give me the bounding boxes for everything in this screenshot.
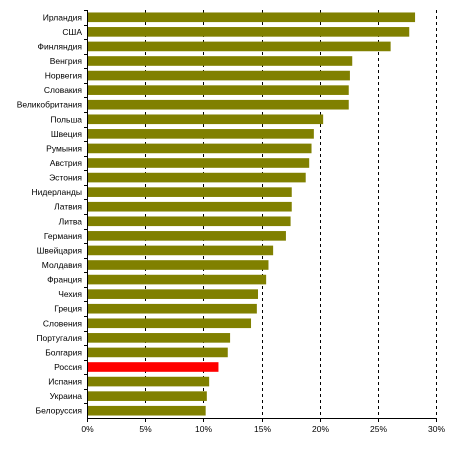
category-label: Чехия: [58, 289, 82, 299]
category-label: Нидерланды: [32, 187, 82, 197]
category-label: Россия: [54, 362, 82, 372]
category-label: Португалия: [36, 333, 82, 343]
category-label: Греция: [54, 304, 82, 314]
category-label: Германия: [44, 231, 83, 241]
category-label: Молдавия: [42, 260, 83, 270]
bar: [87, 129, 314, 139]
bar: [87, 201, 292, 212]
category-label: Великобритания: [17, 100, 83, 110]
category-label: Венгрия: [50, 56, 83, 66]
bars: [87, 12, 416, 416]
bar: [87, 405, 206, 416]
x-tick-label: 20%: [312, 424, 329, 434]
bar: [87, 274, 267, 285]
category-label: Латвия: [54, 202, 82, 212]
category-label: Литва: [59, 216, 83, 226]
bar: [87, 231, 286, 241]
x-tick-label: 25%: [370, 424, 387, 434]
category-label: Румыния: [46, 143, 82, 153]
bar: [87, 41, 391, 52]
category-label: Австрия: [50, 158, 83, 168]
category-label: Эстония: [49, 173, 82, 183]
bar: [87, 333, 231, 343]
bar: [87, 158, 310, 168]
category-label: Норвегия: [45, 71, 83, 81]
bar: [87, 347, 228, 358]
x-tick-label: 30%: [428, 424, 445, 434]
bar: [87, 70, 350, 81]
bar: [87, 391, 207, 401]
category-label: Ирландия: [43, 12, 83, 22]
bar: [87, 216, 291, 227]
category-label: Словения: [43, 318, 83, 328]
bar: [87, 114, 324, 125]
bar: [87, 289, 259, 299]
bar: [87, 85, 349, 95]
category-label: Словакия: [44, 85, 83, 95]
category-label: США: [62, 27, 82, 37]
bar: [87, 260, 269, 270]
category-label: Испания: [48, 377, 82, 387]
bar: [87, 12, 416, 23]
category-label: Швеция: [51, 129, 83, 139]
x-tick-label: 5%: [139, 424, 152, 434]
bar-highlight: [87, 362, 219, 372]
category-label: Украина: [50, 391, 83, 401]
x-tick-label: 10%: [195, 424, 212, 434]
category-label: Белоруссия: [36, 406, 83, 416]
bar: [87, 172, 306, 183]
bar: [87, 318, 252, 329]
x-tick-label: 15%: [254, 424, 271, 434]
x-tick-label: 0%: [81, 424, 94, 434]
bar: [87, 27, 410, 37]
bar: [87, 99, 349, 110]
bar: [87, 245, 274, 256]
category-label: Швейцария: [37, 245, 83, 255]
bar: [87, 303, 257, 314]
category-label: Франция: [47, 275, 82, 285]
category-label: Финляндия: [38, 41, 83, 51]
bar: [87, 376, 210, 387]
category-label: Болгария: [45, 347, 82, 357]
x-tick-labels: 0% 5% 10% 15% 20% 25% 30%: [81, 418, 445, 434]
bar: [87, 187, 292, 197]
bar: [87, 143, 312, 154]
category-label: Польша: [50, 114, 82, 124]
category-labels: Ирландия США Финляндия Венгрия Норвегия Слова…: [17, 10, 87, 416]
bar: [87, 56, 353, 66]
